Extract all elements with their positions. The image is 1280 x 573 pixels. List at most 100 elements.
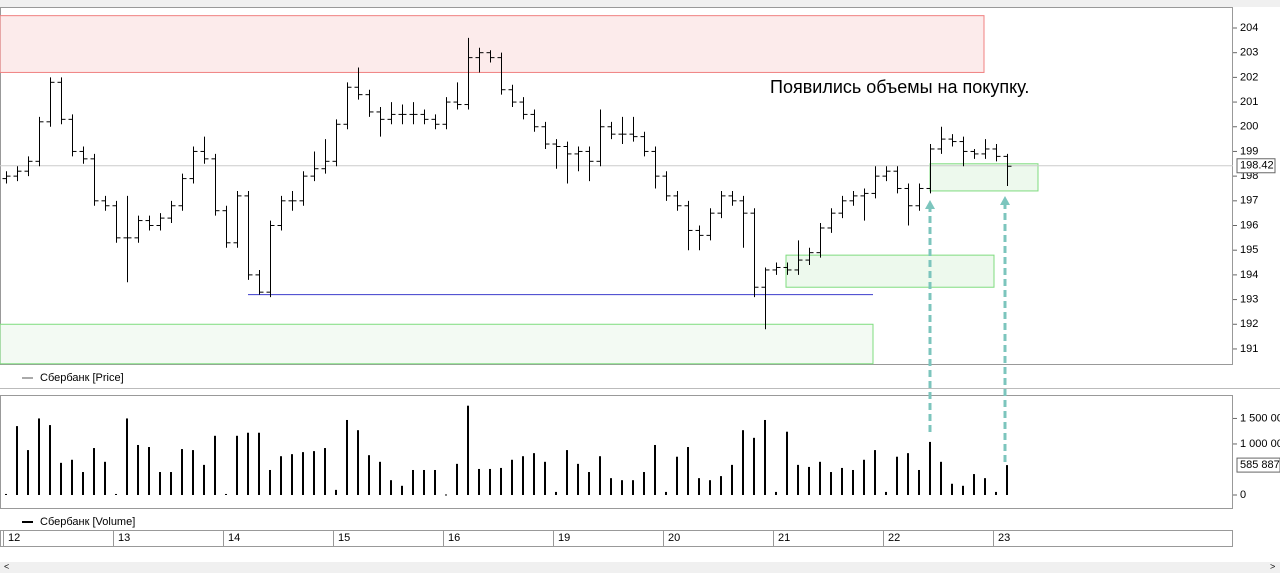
y-tick-label: 195 xyxy=(1240,244,1258,256)
volume-bar xyxy=(192,450,194,495)
legend-volume: Сбербанк [Volume] xyxy=(40,516,135,528)
top-strip xyxy=(0,0,1280,7)
annotation: Появились объемы на покупку. xyxy=(770,77,1029,97)
volume-bar xyxy=(346,419,348,495)
zone xyxy=(0,323,874,365)
volume-bar xyxy=(808,466,810,495)
volume-bar xyxy=(907,453,909,495)
volume-bar xyxy=(49,425,51,495)
volume-bar xyxy=(610,478,612,495)
volume-bar xyxy=(643,472,645,495)
volume-bar xyxy=(445,494,447,496)
y-tick-label: 197 xyxy=(1240,195,1258,207)
arrow-head xyxy=(1000,196,1010,205)
volume-bar xyxy=(940,461,942,495)
volume-bar xyxy=(379,461,381,495)
scrollbar[interactable] xyxy=(0,562,1280,573)
y-tick-label: 193 xyxy=(1240,293,1258,305)
volume-bar xyxy=(632,480,634,495)
volume-bar xyxy=(489,468,491,495)
volume-bar xyxy=(313,451,315,495)
volume-bar xyxy=(874,450,876,495)
y-tick-label: 191 xyxy=(1240,343,1258,355)
volume-bar xyxy=(214,435,216,495)
volume-bar xyxy=(258,432,260,495)
scroll-left[interactable]: < xyxy=(4,561,9,571)
y-tick-label: 203 xyxy=(1240,47,1258,59)
volume-bar xyxy=(720,476,722,495)
zone xyxy=(929,163,1039,192)
volume-bar xyxy=(577,463,579,495)
y-tick-label: 194 xyxy=(1240,269,1258,281)
volume-bar xyxy=(170,472,172,495)
volume-bar xyxy=(731,464,733,495)
volume-bar xyxy=(885,491,887,495)
x-tick-label: 22 xyxy=(888,532,900,544)
volume-bar xyxy=(698,478,700,495)
zone xyxy=(785,254,995,288)
volume-bar xyxy=(797,464,799,495)
volume-bar xyxy=(819,461,821,495)
y-tick-label: 204 xyxy=(1240,22,1258,34)
volume-bar xyxy=(1006,465,1008,495)
y-tick-label: 200 xyxy=(1240,121,1258,133)
y-tick-label: 1 000 000 xyxy=(1240,438,1280,450)
volume-panel xyxy=(0,395,1233,509)
volume-bar xyxy=(115,493,117,495)
volume-bar xyxy=(852,469,854,495)
volume-bar xyxy=(27,450,29,495)
volume-bar xyxy=(137,444,139,495)
scroll-right[interactable]: > xyxy=(1270,561,1275,571)
x-tick-label: 16 xyxy=(448,532,460,544)
volume-bar xyxy=(687,447,689,495)
volume-bar xyxy=(522,456,524,495)
volume-bar xyxy=(390,480,392,495)
volume-bar xyxy=(291,454,293,495)
volume-bar xyxy=(665,491,667,495)
volume-bar xyxy=(148,447,150,495)
volume-bar xyxy=(401,485,403,495)
volume-bar xyxy=(456,463,458,495)
y-tick-label: 1 500 000 xyxy=(1240,412,1280,424)
price-panel xyxy=(0,7,1233,365)
volume-bar xyxy=(71,459,73,495)
volume-bar xyxy=(412,469,414,495)
x-tick-label: 21 xyxy=(778,532,790,544)
last-price-box xyxy=(1236,158,1276,174)
x-tick-label: 13 xyxy=(118,532,130,544)
volume-bar xyxy=(335,489,337,495)
y-tick-label: 192 xyxy=(1240,318,1258,330)
y-tick-label: 201 xyxy=(1240,96,1258,108)
volume-bar xyxy=(786,431,788,495)
volume-bar xyxy=(126,418,128,495)
volume-bar xyxy=(302,452,304,495)
volume-bar xyxy=(775,491,777,495)
volume-bar xyxy=(863,459,865,495)
x-tick-label: 12 xyxy=(8,532,20,544)
volume-bar xyxy=(973,474,975,495)
volume-bar xyxy=(533,453,535,495)
volume-bar xyxy=(753,437,755,495)
x-tick-label: 23 xyxy=(998,532,1010,544)
last-volume-label: 585 887 xyxy=(1240,459,1280,471)
volume-bar xyxy=(951,483,953,495)
volume-bar xyxy=(764,419,766,495)
volume-bar xyxy=(423,469,425,495)
volume-bar xyxy=(511,459,513,495)
volume-bar xyxy=(621,480,623,495)
volume-bar xyxy=(566,450,568,495)
volume-bar xyxy=(60,462,62,495)
arrow-head xyxy=(925,200,935,209)
volume-bar xyxy=(159,472,161,495)
y-tick-label: 202 xyxy=(1240,71,1258,83)
volume-bar xyxy=(588,472,590,495)
legend-price: Сбербанк [Price] xyxy=(40,372,124,384)
volume-bar xyxy=(368,455,370,495)
volume-bar xyxy=(676,456,678,495)
y-tick-label: 196 xyxy=(1240,219,1258,231)
volume-bar xyxy=(544,461,546,495)
volume-bar xyxy=(280,456,282,495)
volume-bar xyxy=(5,493,7,495)
volume-bar xyxy=(247,432,249,495)
